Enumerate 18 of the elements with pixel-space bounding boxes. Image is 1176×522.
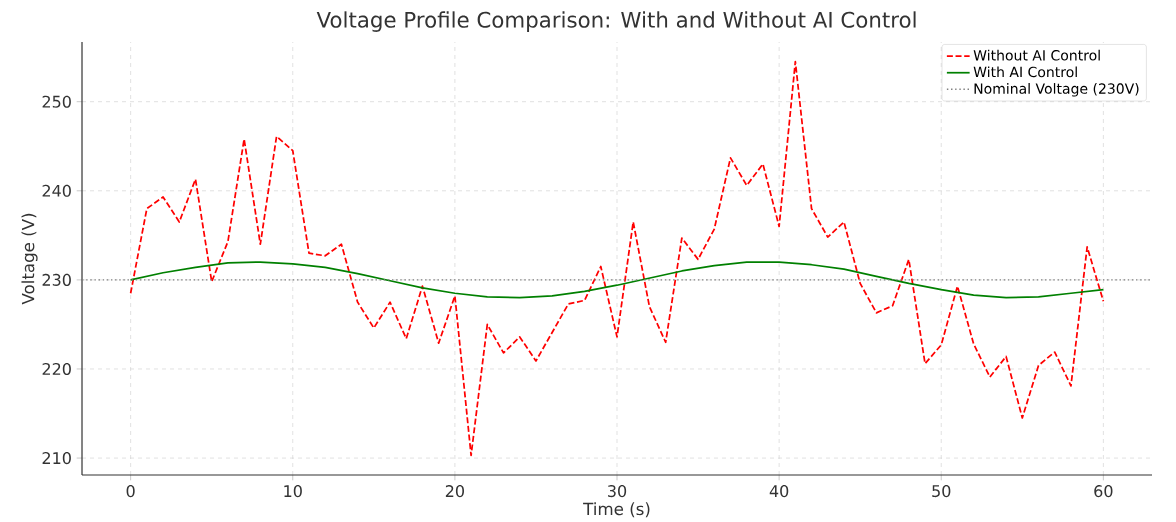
x-tick-label: 20 <box>445 485 464 498</box>
x-tick-label: 50 <box>932 485 951 498</box>
legend-label: Without AI Control <box>973 49 1100 61</box>
chart-title: Voltage Profile Comparison: With and Without AI Control <box>316 11 916 32</box>
y-tick-label: 230 <box>42 273 71 286</box>
y-axis-title: Voltage (V) <box>21 213 38 305</box>
x-tick-label: 30 <box>608 485 627 498</box>
y-tick-label: 240 <box>42 184 71 197</box>
legend-label: With AI Control <box>973 66 1077 78</box>
x-tick-label: 10 <box>284 485 302 498</box>
y-tick-label: 220 <box>42 362 71 376</box>
x-axis-title: Time (s) <box>583 502 650 518</box>
y-tick-label: 250 <box>42 95 71 108</box>
legend-label: Nominal Voltage (230V) <box>974 83 1139 97</box>
x-tick-label: 40 <box>769 485 789 498</box>
y-tick-label: 210 <box>42 452 71 465</box>
x-tick-label: 0 <box>126 485 135 498</box>
x-tick-label: 60 <box>1094 485 1113 498</box>
